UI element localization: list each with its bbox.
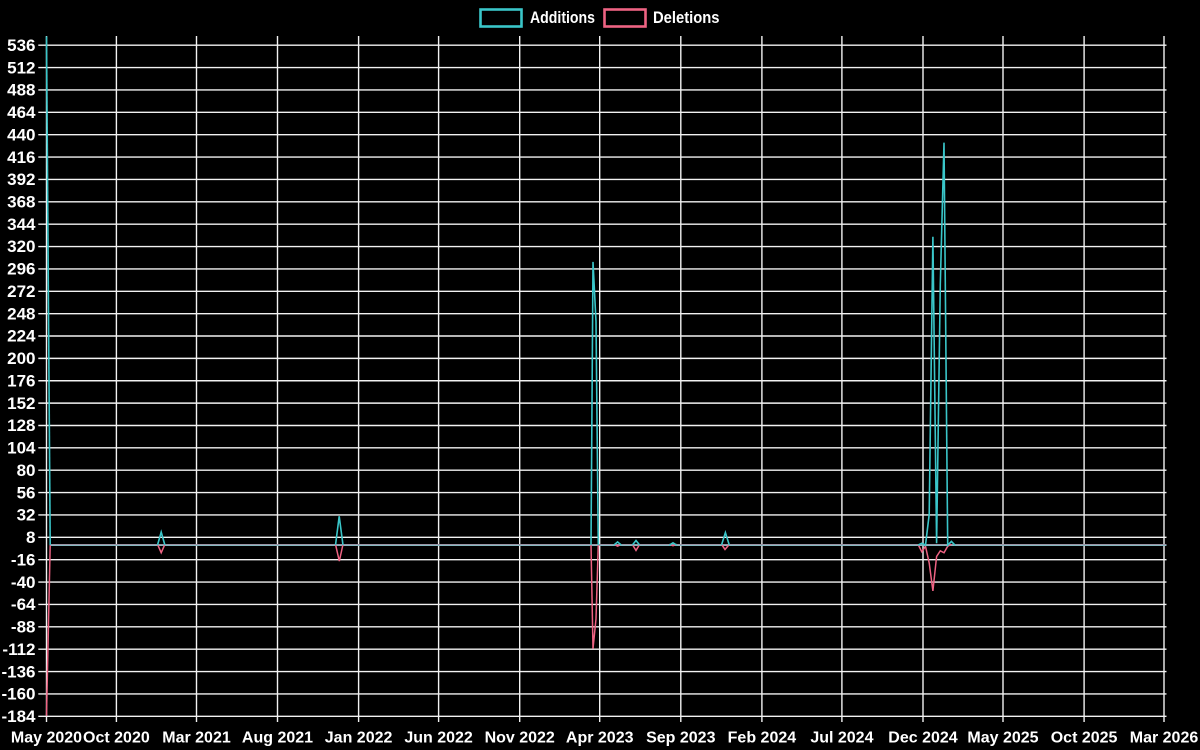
svg-text:-160: -160	[1, 685, 35, 704]
svg-text:Oct 2020: Oct 2020	[83, 730, 150, 747]
svg-text:392: 392	[7, 170, 35, 189]
svg-text:Oct 2025: Oct 2025	[1051, 730, 1118, 747]
svg-text:Jul 2024: Jul 2024	[810, 730, 873, 747]
svg-text:224: 224	[7, 327, 36, 346]
svg-text:Nov 2022: Nov 2022	[485, 730, 555, 747]
svg-text:Deletions: Deletions	[653, 8, 720, 27]
svg-text:-64: -64	[11, 595, 36, 614]
svg-text:-112: -112	[2, 640, 35, 659]
svg-text:Feb 2024: Feb 2024	[728, 730, 797, 747]
svg-text:416: 416	[7, 148, 35, 167]
svg-text:512: 512	[7, 58, 35, 77]
svg-text:-88: -88	[11, 618, 36, 637]
svg-text:Sep 2023: Sep 2023	[646, 730, 715, 747]
svg-text:296: 296	[7, 260, 35, 279]
svg-text:320: 320	[7, 237, 35, 256]
svg-text:-40: -40	[11, 573, 36, 592]
svg-text:32: 32	[17, 506, 36, 525]
svg-text:8: 8	[26, 528, 35, 547]
svg-text:272: 272	[7, 282, 35, 301]
svg-text:-16: -16	[11, 550, 36, 569]
svg-text:368: 368	[7, 192, 35, 211]
svg-text:Aug 2021: Aug 2021	[242, 730, 313, 747]
svg-text:Jan 2022: Jan 2022	[325, 730, 393, 747]
svg-text:536: 536	[7, 36, 35, 55]
svg-text:464: 464	[7, 103, 36, 122]
svg-text:104: 104	[7, 439, 36, 458]
svg-text:56: 56	[17, 483, 36, 502]
svg-text:May 2025: May 2025	[967, 730, 1038, 747]
svg-text:488: 488	[7, 81, 35, 100]
svg-text:128: 128	[7, 416, 35, 435]
svg-text:Mar 2021: Mar 2021	[162, 730, 231, 747]
svg-text:Jun 2022: Jun 2022	[404, 730, 473, 747]
svg-text:80: 80	[17, 461, 36, 480]
svg-text:-184: -184	[1, 707, 36, 726]
svg-text:Dec 2024: Dec 2024	[888, 730, 957, 747]
svg-text:Mar 2026: Mar 2026	[1130, 730, 1199, 747]
svg-text:200: 200	[7, 349, 35, 368]
svg-text:Additions: Additions	[530, 8, 595, 27]
svg-text:344: 344	[7, 215, 36, 234]
svg-text:176: 176	[7, 371, 35, 390]
svg-text:-136: -136	[1, 662, 35, 681]
svg-text:May 2020: May 2020	[11, 730, 82, 747]
svg-text:440: 440	[7, 125, 35, 144]
svg-text:Apr 2023: Apr 2023	[566, 730, 634, 747]
svg-text:152: 152	[7, 394, 35, 413]
svg-text:248: 248	[7, 304, 35, 323]
